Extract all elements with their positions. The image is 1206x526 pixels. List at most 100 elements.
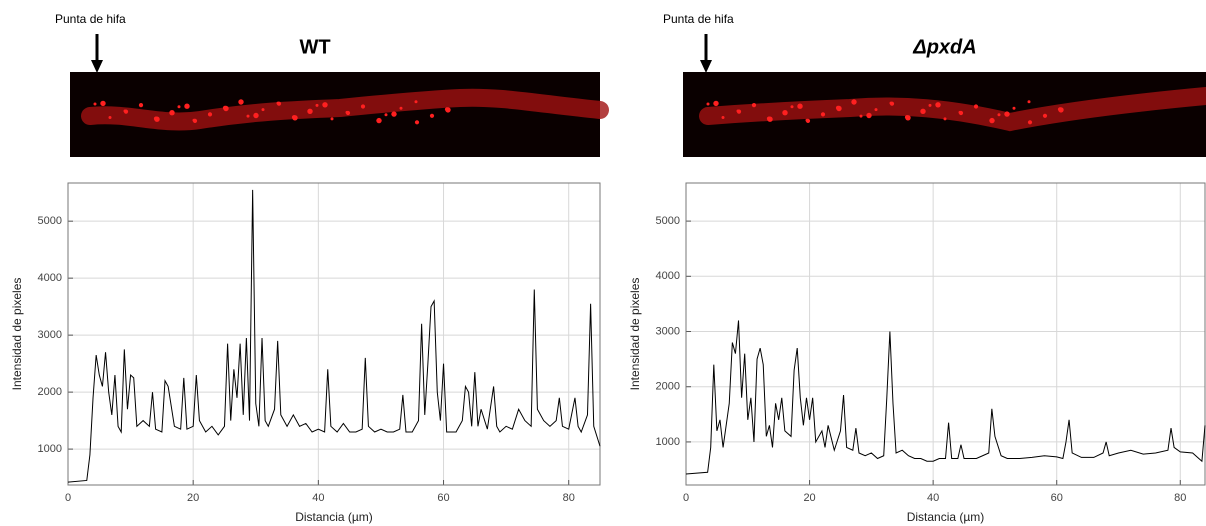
spot xyxy=(391,111,397,117)
chart-title: WT xyxy=(299,36,330,58)
spot xyxy=(123,109,127,113)
profile-line xyxy=(67,189,601,483)
spot xyxy=(444,107,450,112)
y-tick-label: 1000 xyxy=(38,443,62,455)
spot xyxy=(414,120,420,125)
spot xyxy=(1027,120,1033,125)
chart-title: ΔpxdA xyxy=(912,36,976,58)
spot xyxy=(100,100,106,107)
arrow-head xyxy=(91,60,103,73)
spot xyxy=(429,113,435,118)
y-tick-label: 4000 xyxy=(656,270,680,282)
spot xyxy=(384,113,388,117)
x-tick-label: 80 xyxy=(563,492,575,504)
spot xyxy=(138,103,144,108)
plot-frame xyxy=(67,182,601,486)
x-axis-label: Distancia (µm) xyxy=(907,510,985,524)
spot xyxy=(1004,111,1010,117)
spot xyxy=(904,115,910,120)
spot xyxy=(805,118,809,122)
hypha xyxy=(699,87,1206,132)
spot xyxy=(920,108,926,115)
x-tick-label: 20 xyxy=(187,492,199,504)
spot xyxy=(414,100,418,104)
x-tick-label: 0 xyxy=(683,492,689,504)
y-axis-label: Intensidad de pixeles xyxy=(10,278,24,391)
spot xyxy=(169,110,175,116)
spot xyxy=(790,105,794,109)
x-tick-label: 40 xyxy=(927,492,939,504)
spot xyxy=(1012,106,1016,110)
spot xyxy=(93,102,97,106)
spot xyxy=(706,102,710,106)
spot xyxy=(851,99,857,105)
profile-line xyxy=(685,320,1206,475)
y-tick-label: 5000 xyxy=(656,215,680,227)
spot xyxy=(1027,100,1031,104)
plot-frame xyxy=(685,182,1206,486)
x-tick-label: 80 xyxy=(1174,492,1186,504)
spot xyxy=(866,112,872,119)
spot xyxy=(108,116,112,119)
y-tick-label: 2000 xyxy=(656,381,680,393)
y-tick-label: 4000 xyxy=(38,272,62,284)
spot xyxy=(399,106,403,110)
spot xyxy=(345,110,349,114)
spot xyxy=(989,117,995,124)
x-tick-label: 40 xyxy=(312,492,324,504)
annotation: Punta de hifa xyxy=(55,12,126,26)
spot xyxy=(315,103,319,107)
spot xyxy=(376,117,382,124)
spot xyxy=(222,105,228,110)
spot xyxy=(238,99,244,105)
spot xyxy=(928,103,932,107)
spot xyxy=(153,116,159,121)
spot xyxy=(943,117,947,121)
x-tick-label: 60 xyxy=(437,492,449,504)
spot xyxy=(751,103,757,108)
spot xyxy=(330,117,334,121)
spot xyxy=(246,114,250,118)
spot xyxy=(859,114,863,118)
spot xyxy=(782,110,788,116)
x-tick-label: 20 xyxy=(803,492,815,504)
spot xyxy=(820,112,826,117)
y-tick-label: 5000 xyxy=(38,215,62,227)
spot xyxy=(874,108,878,112)
spot xyxy=(889,101,893,105)
spot xyxy=(207,112,213,117)
spot xyxy=(766,116,772,121)
spot xyxy=(973,104,979,109)
spot xyxy=(1057,107,1063,112)
spot xyxy=(958,110,962,114)
spot xyxy=(253,112,259,119)
spot xyxy=(835,105,841,110)
y-tick-label: 1000 xyxy=(656,436,680,448)
spot xyxy=(192,118,196,122)
y-tick-label: 3000 xyxy=(656,325,680,337)
x-axis-label: Distancia (µm) xyxy=(295,510,373,524)
spot xyxy=(307,108,313,115)
spot xyxy=(997,113,1001,117)
spot xyxy=(713,100,719,107)
annotation: Punta de hifa xyxy=(663,12,734,26)
spot xyxy=(797,103,803,109)
spot xyxy=(184,103,190,109)
spot xyxy=(177,105,181,109)
hypha xyxy=(81,88,609,131)
x-tick-label: 0 xyxy=(65,492,71,504)
spot xyxy=(1042,113,1048,118)
spot xyxy=(322,102,328,108)
y-tick-label: 3000 xyxy=(38,329,62,341)
spot xyxy=(276,101,280,105)
spot xyxy=(261,108,265,112)
y-tick-label: 2000 xyxy=(38,386,62,398)
spot xyxy=(935,102,941,108)
spot xyxy=(291,115,297,120)
x-tick-label: 60 xyxy=(1051,492,1063,504)
spot xyxy=(736,109,740,113)
y-axis-label: Intensidad de pixeles xyxy=(628,278,642,391)
spot xyxy=(360,104,366,109)
spot xyxy=(721,116,725,119)
